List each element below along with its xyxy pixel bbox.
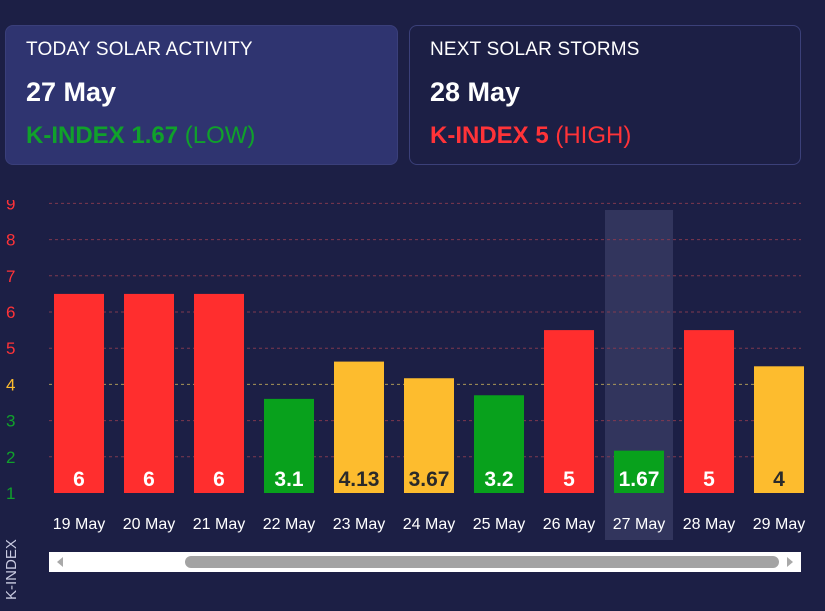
bar-value-label: 1.67: [619, 468, 660, 491]
x-tick-label: 19 May: [53, 516, 105, 533]
y-tick-label: 7: [6, 267, 15, 286]
bar: [54, 293, 104, 493]
x-tick-label: 21 May: [193, 516, 245, 533]
x-tick-label: 27 May: [613, 516, 665, 533]
x-tick-label: 25 May: [473, 516, 525, 533]
k-index-bar-chart: 1 2 3 4 5 6 7 8 9 6 19 May 6 20 May 6 21 May 3.1 22 May 4…: [6, 200, 805, 540]
x-tick-label: 24 May: [403, 516, 455, 533]
today-card-title: TODAY SOLAR ACTIVITY: [26, 39, 253, 60]
bar-value-label: 6: [213, 468, 225, 491]
bar-value-label: 5: [703, 468, 715, 491]
bar-value-label: 4: [773, 468, 785, 491]
today-date: 27 May: [26, 77, 117, 107]
bar-value-label: 3.1: [274, 468, 304, 491]
bar: [614, 450, 664, 493]
bar: [474, 395, 524, 493]
bar: [194, 293, 244, 493]
today-k-index-level: (LOW): [184, 122, 256, 149]
y-tick-label: 2: [6, 448, 15, 467]
x-tick-label: 20 May: [123, 516, 175, 533]
scrollbar-thumb[interactable]: [185, 556, 779, 568]
x-tick-label: 29 May: [753, 516, 805, 533]
scroll-left-arrow-icon[interactable]: [57, 557, 63, 567]
x-tick-label: 22 May: [263, 516, 315, 533]
bar-value-label: 3.2: [484, 468, 513, 491]
x-tick-label: 26 May: [543, 516, 595, 533]
bar-value-label: 5: [563, 468, 575, 491]
bar-value-label: 6: [73, 468, 85, 491]
x-tick-label: 23 May: [333, 516, 385, 533]
today-k-index: K-INDEX 1.67 (LOW): [26, 122, 377, 150]
next-card-title: NEXT SOLAR STORMS: [430, 39, 640, 60]
y-tick-label: 4: [6, 375, 15, 394]
y-tick-label: 1: [6, 484, 15, 503]
bar: [124, 293, 174, 493]
today-k-index-value: K-INDEX 1.67: [26, 122, 179, 149]
bar: [684, 330, 734, 493]
next-storms-card: NEXT SOLAR STORMS 28 May K-INDEX 5 (HIGH…: [409, 25, 801, 165]
chart-horizontal-scrollbar[interactable]: [49, 552, 801, 572]
bar: [754, 366, 804, 493]
y-axis-title: K-INDEX: [3, 539, 20, 600]
y-tick-label: 6: [6, 303, 15, 322]
y-tick-label: 3: [6, 412, 15, 431]
bar-value-label: 3.67: [409, 468, 450, 491]
bar: [334, 361, 384, 493]
bar-value-label: 6: [143, 468, 155, 491]
next-date: 28 May: [430, 77, 521, 107]
bar-value-label: 4.13: [339, 468, 380, 491]
y-tick-label: 9: [6, 200, 15, 213]
y-tick-label: 8: [6, 231, 15, 250]
today-activity-card: TODAY SOLAR ACTIVITY 27 May K-INDEX 1.67…: [5, 25, 398, 165]
bar: [404, 378, 454, 493]
next-k-index: K-INDEX 5 (HIGH): [430, 122, 780, 150]
next-k-index-level: (HIGH): [555, 122, 632, 149]
scroll-right-arrow-icon[interactable]: [787, 557, 793, 567]
bar: [544, 330, 594, 493]
bar: [264, 398, 314, 493]
y-tick-label: 5: [6, 339, 15, 358]
next-k-index-value: K-INDEX 5: [430, 122, 549, 149]
x-tick-label: 28 May: [683, 516, 735, 533]
